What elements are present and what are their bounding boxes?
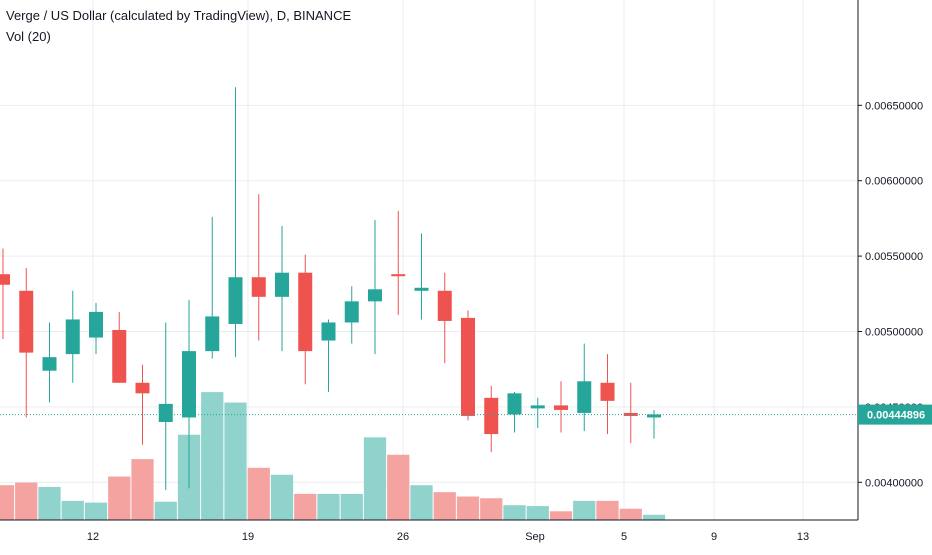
volume-bar bbox=[433, 492, 456, 520]
candle-body bbox=[228, 277, 243, 324]
volume-bar bbox=[108, 476, 131, 520]
x-tick-label: 5 bbox=[621, 531, 627, 543]
candle-body bbox=[530, 405, 545, 409]
volume-bar bbox=[154, 501, 177, 520]
candle-body bbox=[251, 277, 266, 297]
volume-bar bbox=[387, 454, 410, 520]
legend-volume: Vol (20) bbox=[6, 29, 51, 44]
candles bbox=[0, 87, 661, 490]
candle-body bbox=[158, 403, 173, 422]
volume-bar bbox=[317, 493, 340, 520]
volume-bar bbox=[201, 392, 224, 520]
x-tick-label: 26 bbox=[397, 531, 409, 543]
volume-bar bbox=[224, 402, 247, 520]
volume-bar bbox=[549, 511, 573, 520]
volume-bar bbox=[363, 437, 387, 520]
candle-body bbox=[205, 316, 220, 352]
last-price-tag bbox=[858, 404, 932, 425]
candle-body bbox=[461, 317, 475, 416]
candle-body bbox=[182, 351, 196, 418]
y-tick-label: 0.00650000 bbox=[865, 100, 923, 112]
candle-body bbox=[298, 272, 313, 352]
candle-body bbox=[112, 330, 127, 383]
candle-body bbox=[89, 311, 103, 338]
candle-body bbox=[19, 290, 34, 353]
x-tick-label: 13 bbox=[797, 531, 809, 543]
x-tick-label: 9 bbox=[711, 531, 717, 543]
volume-bar bbox=[247, 467, 270, 520]
candle-body bbox=[42, 357, 57, 371]
candle-body bbox=[507, 393, 522, 415]
volume-bar bbox=[0, 485, 15, 520]
axes: 0.00650000 0.00600000 0.00550000 0.00500000… bbox=[0, 0, 923, 543]
volume-bar bbox=[131, 459, 154, 520]
candle-body bbox=[0, 274, 10, 285]
candle-body bbox=[321, 322, 336, 341]
volume-bar bbox=[15, 482, 38, 520]
last-price-label: 0.00444896 bbox=[867, 410, 925, 422]
candle-body bbox=[368, 289, 382, 302]
candle-body bbox=[391, 274, 406, 277]
y-tick-label: 0.00550000 bbox=[865, 251, 923, 263]
volume-bar bbox=[619, 508, 642, 520]
volume-bar bbox=[410, 485, 433, 520]
x-tick-label: 19 bbox=[242, 531, 254, 543]
y-tick-label: 0.00500000 bbox=[865, 327, 923, 339]
candle-body bbox=[554, 405, 568, 410]
candle-body bbox=[600, 382, 615, 401]
candle-body bbox=[135, 382, 150, 394]
volume-bar bbox=[573, 500, 596, 520]
volume-bar bbox=[38, 486, 61, 520]
legend-title: Verge / US Dollar (calculated by Trading… bbox=[6, 8, 352, 23]
y-tick-label: 0.00600000 bbox=[865, 176, 923, 188]
volume-bar bbox=[340, 493, 363, 520]
candle-body bbox=[647, 414, 661, 418]
volume-bar bbox=[526, 506, 549, 520]
y-tick-label: 0.00400000 bbox=[865, 477, 923, 489]
candle-body bbox=[577, 381, 592, 413]
volume-bar bbox=[642, 514, 666, 520]
candle-body bbox=[484, 397, 499, 435]
volume-bar bbox=[503, 505, 526, 520]
candle-body bbox=[437, 290, 452, 321]
candle-body bbox=[275, 272, 289, 297]
volume-bar bbox=[596, 500, 619, 520]
x-tick-label: Sep bbox=[525, 531, 545, 543]
candle-body bbox=[414, 287, 429, 291]
volume-bar bbox=[84, 502, 108, 520]
x-tick-label: 12 bbox=[87, 531, 99, 543]
volume-bar bbox=[480, 498, 503, 520]
volume-bar bbox=[294, 493, 317, 520]
candle-body bbox=[344, 301, 359, 323]
volume-bar bbox=[61, 500, 84, 520]
volume-bar bbox=[456, 496, 480, 520]
volume-bar bbox=[270, 474, 294, 520]
volume-bars bbox=[0, 392, 666, 520]
grid bbox=[0, 0, 858, 520]
last-price: 0.00444896 bbox=[0, 404, 932, 425]
candle-body bbox=[65, 319, 80, 355]
